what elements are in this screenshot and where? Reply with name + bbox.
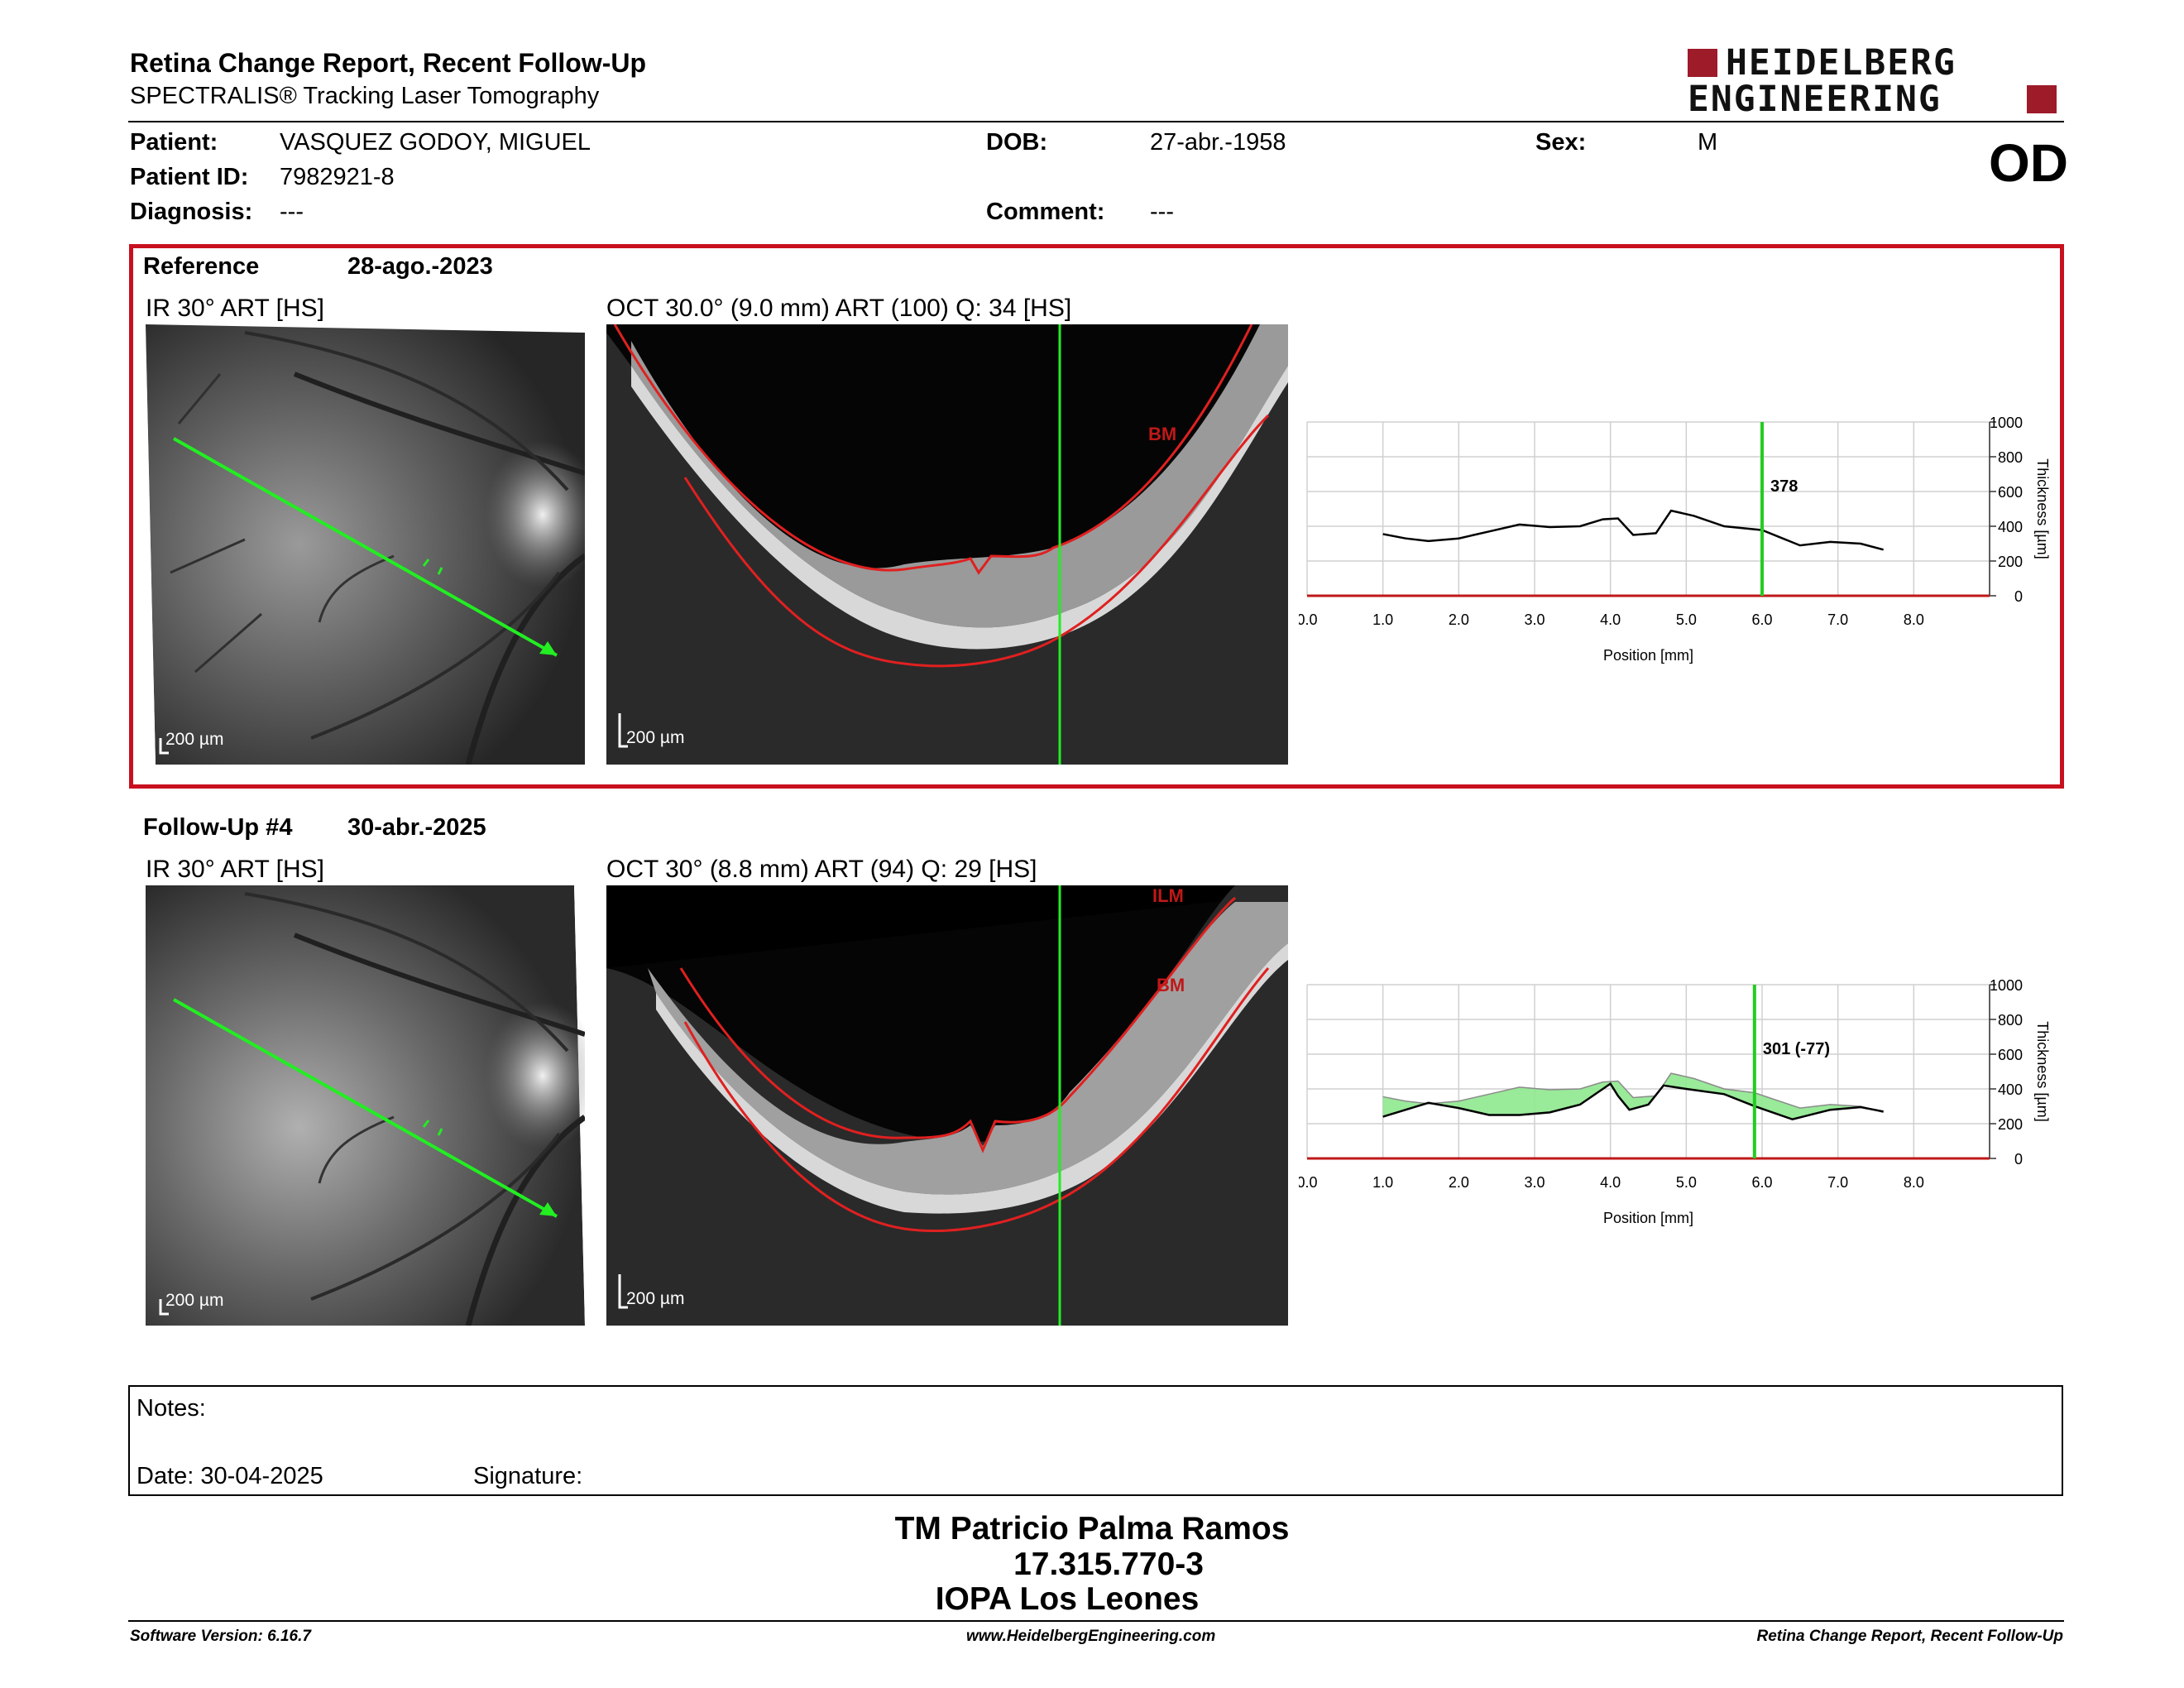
thickness-series-line (1382, 509, 1884, 551)
comment-value: --- (1150, 199, 1174, 225)
x-tick-label: 7.0 (1827, 611, 1848, 628)
y-tick-label: 400 (1998, 519, 2023, 535)
header-divider (128, 121, 2064, 122)
y-axis-label: Thickness [µm] (2034, 1021, 2051, 1121)
x-tick-label: 6.0 (1751, 611, 1772, 628)
y-tick-label: 1000 (1990, 977, 2023, 994)
change-area (1382, 1073, 1884, 1120)
signature-name: TM Patricio Palma Ramos (894, 1511, 1290, 1547)
y-tick-label: 200 (1998, 1116, 2023, 1133)
x-tick-label: 1.0 (1372, 1174, 1393, 1191)
report-title: Retina Change Report, Recent Follow-Up (130, 48, 647, 78)
patient-label: Patient: (130, 129, 218, 156)
x-tick-label: 5.0 (1676, 611, 1697, 628)
notes-date: Date: 30-04-2025 (136, 1463, 323, 1489)
footer-report-name: Retina Change Report, Recent Follow-Up (1756, 1628, 2063, 1645)
patient-name: VASQUEZ GODOY, MIGUEL (280, 129, 592, 156)
sex-value: M (1698, 129, 1718, 156)
y-tick-label: 200 (1998, 554, 2023, 570)
x-tick-label: 7.0 (1827, 1174, 1848, 1191)
followup-ir-scale: 200 µm (165, 1291, 224, 1310)
reference-bm-tag: BM (1148, 424, 1177, 444)
reference-ir-scale: 200 µm (165, 730, 224, 749)
x-tick-label: 8.0 (1904, 611, 1924, 628)
reference-label: Reference (143, 253, 260, 280)
x-tick-label: 6.0 (1751, 1174, 1772, 1191)
x-axis-label: Position [mm] (1603, 1210, 1693, 1226)
dob-label: DOB: (986, 129, 1048, 156)
signature-institution: IOPA Los Leones (935, 1581, 1200, 1617)
followup-series-line (1382, 1081, 1884, 1121)
y-tick-label: 0 (2014, 588, 2023, 605)
reference-ir-label: IR 30° ART [HS] (146, 295, 324, 322)
x-tick-label: 8.0 (1904, 1174, 1924, 1191)
x-tick-label: 2.0 (1449, 1174, 1469, 1191)
dob-value: 27-abr.-1958 (1150, 129, 1286, 156)
comment-label: Comment: (986, 199, 1105, 225)
notes-label: Notes: (136, 1395, 206, 1422)
reference-frame (129, 244, 2064, 789)
reference-thickness-chart: 0 200 400 600 800 1000 0.0 1.0 2.0 3.0 4.0 5.0 6.0 7.… (1299, 407, 2076, 680)
y-tick-label: 800 (1998, 1012, 2023, 1029)
y-tick-label: 800 (1998, 449, 2023, 466)
notes-box[interactable]: Notes: Date: 30-04-2025 Signature: (128, 1385, 2063, 1496)
marker-value-label: 301 (-77) (1763, 1040, 1830, 1058)
followup-oct-scale: 200 µm (626, 1289, 685, 1308)
followup-oct-image: ILM BM 200 µm (606, 885, 1288, 1326)
eye-badge: OD (1989, 133, 2068, 193)
reference-oct-scale: 200 µm (626, 728, 685, 747)
followup-date: 30-abr.-2025 (347, 814, 486, 841)
followup-thickness-chart: 0 200 400 600 800 1000 0.0 1.0 2.0 3.0 4.0 5.0 6.0 7.… (1299, 970, 2076, 1243)
patient-id-label: Patient ID: (130, 164, 249, 190)
y-axis-label: Thickness [µm] (2034, 458, 2051, 559)
diagnosis-label: Diagnosis: (130, 199, 253, 225)
reference-date: 28-ago.-2023 (347, 253, 493, 280)
footer-divider (128, 1620, 2064, 1622)
signature-label: Signature: (473, 1463, 583, 1489)
x-tick-label: 2.0 (1449, 611, 1469, 628)
y-tick-label: 600 (1998, 484, 2023, 501)
reference-ir-image: 200 µm (146, 324, 585, 765)
y-tick-label: 1000 (1990, 415, 2023, 431)
x-tick-label: 4.0 (1600, 611, 1621, 628)
followup-oct-label: OCT 30° (8.8 mm) ART (94) Q: 29 [HS] (606, 856, 1037, 883)
followup-ir-label: IR 30° ART [HS] (146, 856, 324, 883)
x-tick-label: 5.0 (1676, 1174, 1697, 1191)
x-tick-label: 0.0 (1299, 1174, 1318, 1191)
x-tick-label: 3.0 (1524, 611, 1545, 628)
diagnosis-value: --- (280, 199, 304, 225)
x-tick-label: 0.0 (1299, 611, 1318, 628)
sex-label: Sex: (1535, 129, 1587, 156)
followup-ilm-tag: ILM (1152, 885, 1184, 906)
footer-website[interactable]: www.HeidelbergEngineering.com (966, 1628, 1216, 1645)
reference-oct-image: BM 200 µm (606, 324, 1288, 765)
x-axis-label: Position [mm] (1603, 647, 1693, 664)
reference-series-line (1382, 1072, 1884, 1114)
logo-line-1: HEIDELBERG (1726, 42, 1956, 84)
signature-id: 17.315.770-3 (1013, 1547, 1204, 1582)
y-tick-label: 400 (1998, 1081, 2023, 1098)
logo-line-2: ENGINEERING (1688, 79, 1942, 120)
x-tick-label: 3.0 (1524, 1174, 1545, 1191)
y-tick-label: 0 (2014, 1151, 2023, 1168)
followup-bm-tag: BM (1157, 975, 1185, 995)
y-tick-label: 600 (1998, 1047, 2023, 1063)
footer-software-version: Software Version: 6.16.7 (130, 1628, 311, 1645)
reference-oct-label: OCT 30.0° (9.0 mm) ART (100) Q: 34 [HS] (606, 295, 1072, 322)
followup-ir-image: 200 µm (146, 885, 585, 1326)
marker-value-label: 378 (1770, 477, 1798, 496)
followup-label: Follow-Up #4 (143, 814, 293, 841)
x-tick-label: 1.0 (1372, 611, 1393, 628)
patient-id: 7982921-8 (280, 164, 395, 190)
report-subtitle: SPECTRALIS® Tracking Laser Tomography (130, 83, 600, 109)
x-tick-label: 4.0 (1600, 1174, 1621, 1191)
